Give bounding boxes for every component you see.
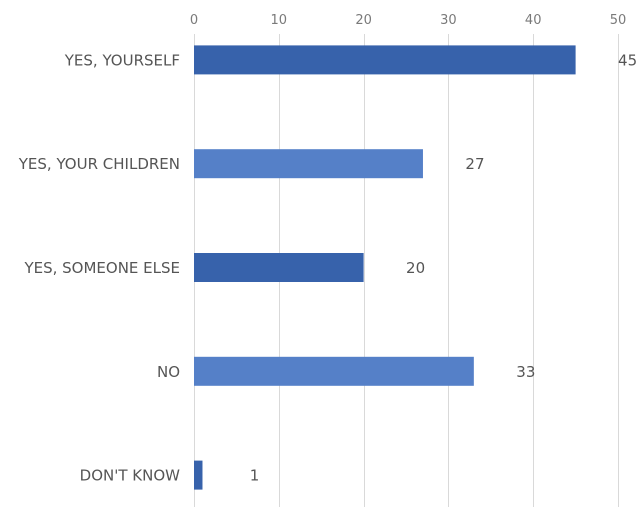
bar-1: [194, 149, 423, 179]
data-labels: 45 27 20 33 1: [250, 51, 637, 484]
bar-0: [194, 45, 576, 75]
data-label: 33: [516, 363, 535, 381]
x-tick-label: 40: [525, 13, 542, 28]
x-tick-label: 10: [271, 13, 288, 28]
bars: [194, 45, 576, 490]
category-label: YES, SOMEONE ELSE: [23, 259, 180, 277]
gridlines: [194, 34, 619, 507]
bar-4: [194, 460, 203, 490]
data-label: 20: [406, 259, 425, 277]
category-label: NO: [157, 363, 180, 381]
data-label: 27: [465, 155, 484, 173]
data-label: 45: [618, 51, 637, 69]
x-axis-ticks: 0 10 20 30 40 50: [190, 13, 626, 28]
bar-3: [194, 356, 474, 386]
x-tick-label: 20: [355, 13, 372, 28]
data-label: 1: [250, 467, 260, 485]
category-label: YES, YOURSELF: [64, 51, 180, 69]
x-tick-label: 30: [440, 13, 457, 28]
category-label: DON'T KNOW: [80, 467, 180, 485]
x-tick-label: 50: [610, 13, 627, 28]
category-labels: YES, YOURSELF YES, YOUR CHILDREN YES, SOME…: [18, 51, 180, 484]
x-tick-label: 0: [190, 13, 198, 28]
bar-2: [194, 253, 364, 282]
category-label: YES, YOUR CHILDREN: [18, 155, 180, 173]
